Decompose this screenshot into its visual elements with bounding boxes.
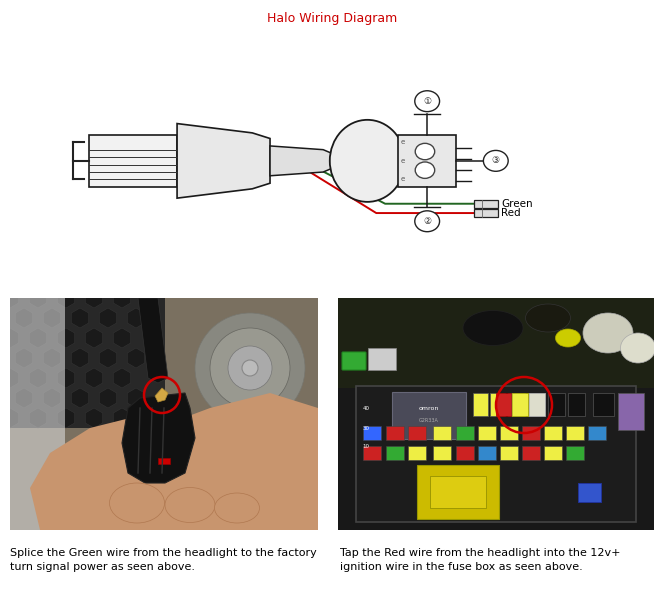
FancyBboxPatch shape (456, 426, 474, 440)
FancyBboxPatch shape (473, 200, 498, 208)
Ellipse shape (110, 483, 165, 523)
Text: Green: Green (501, 198, 533, 209)
Text: Halo Wiring Diagram: Halo Wiring Diagram (267, 12, 397, 25)
FancyBboxPatch shape (386, 426, 404, 440)
FancyBboxPatch shape (430, 476, 486, 508)
Text: e: e (400, 139, 405, 145)
Ellipse shape (556, 329, 580, 347)
Text: omron: omron (419, 405, 439, 410)
Polygon shape (138, 298, 168, 383)
Ellipse shape (330, 120, 405, 202)
FancyBboxPatch shape (529, 393, 544, 416)
FancyBboxPatch shape (544, 446, 562, 460)
Circle shape (415, 143, 435, 160)
FancyBboxPatch shape (592, 393, 614, 416)
Ellipse shape (165, 487, 215, 523)
FancyBboxPatch shape (477, 426, 496, 440)
Text: ①: ① (423, 97, 431, 106)
FancyBboxPatch shape (477, 446, 496, 460)
Circle shape (272, 403, 292, 423)
Text: 30: 30 (363, 426, 369, 430)
FancyBboxPatch shape (473, 209, 498, 217)
Circle shape (415, 211, 440, 232)
FancyBboxPatch shape (363, 446, 381, 460)
Polygon shape (177, 124, 270, 198)
FancyBboxPatch shape (618, 393, 643, 430)
FancyBboxPatch shape (10, 298, 165, 428)
FancyBboxPatch shape (356, 386, 636, 522)
Text: Tap the Red wire from the headlight into the 12v+
ignition wire in the fuse box : Tap the Red wire from the headlight into… (340, 548, 620, 572)
FancyBboxPatch shape (588, 426, 606, 440)
FancyBboxPatch shape (566, 426, 584, 440)
FancyBboxPatch shape (88, 135, 177, 187)
FancyBboxPatch shape (10, 298, 318, 530)
Polygon shape (122, 393, 195, 483)
FancyBboxPatch shape (342, 352, 366, 370)
Text: e: e (400, 158, 405, 164)
Ellipse shape (463, 311, 523, 345)
Ellipse shape (583, 313, 633, 353)
FancyBboxPatch shape (548, 393, 564, 416)
Ellipse shape (214, 493, 260, 523)
Circle shape (483, 151, 508, 171)
FancyBboxPatch shape (392, 392, 466, 439)
Text: G2R33A: G2R33A (419, 418, 439, 422)
FancyBboxPatch shape (568, 393, 584, 416)
Circle shape (277, 408, 287, 418)
FancyBboxPatch shape (408, 446, 426, 460)
Circle shape (210, 328, 290, 408)
FancyBboxPatch shape (507, 393, 525, 416)
Polygon shape (155, 388, 168, 402)
FancyBboxPatch shape (398, 135, 456, 187)
FancyBboxPatch shape (433, 446, 452, 460)
Polygon shape (270, 146, 332, 176)
FancyBboxPatch shape (386, 446, 404, 460)
Circle shape (415, 91, 440, 112)
FancyBboxPatch shape (578, 483, 600, 501)
FancyBboxPatch shape (368, 348, 396, 370)
FancyBboxPatch shape (10, 298, 65, 530)
FancyBboxPatch shape (433, 426, 452, 440)
Text: e: e (400, 177, 405, 183)
FancyBboxPatch shape (500, 426, 519, 440)
FancyBboxPatch shape (158, 458, 170, 464)
Text: 10: 10 (363, 444, 369, 449)
FancyBboxPatch shape (417, 465, 499, 519)
FancyBboxPatch shape (473, 393, 487, 416)
FancyBboxPatch shape (544, 426, 562, 440)
FancyBboxPatch shape (527, 393, 544, 416)
Ellipse shape (525, 304, 570, 332)
FancyBboxPatch shape (500, 446, 519, 460)
Circle shape (415, 162, 435, 178)
FancyBboxPatch shape (495, 393, 511, 416)
FancyBboxPatch shape (522, 446, 540, 460)
Text: 40: 40 (363, 405, 369, 410)
FancyBboxPatch shape (511, 393, 527, 416)
Text: ②: ② (423, 217, 431, 226)
Circle shape (228, 346, 272, 390)
FancyBboxPatch shape (408, 426, 426, 440)
FancyBboxPatch shape (456, 446, 474, 460)
Text: Splice the Green wire from the headlight to the factory
turn signal power as see: Splice the Green wire from the headlight… (10, 548, 317, 572)
Polygon shape (30, 393, 318, 530)
Text: ③: ③ (492, 157, 500, 165)
Circle shape (195, 313, 305, 423)
FancyBboxPatch shape (363, 426, 381, 440)
FancyBboxPatch shape (338, 298, 654, 530)
FancyBboxPatch shape (566, 446, 584, 460)
FancyBboxPatch shape (489, 393, 505, 416)
FancyBboxPatch shape (338, 298, 654, 388)
FancyBboxPatch shape (522, 426, 540, 440)
Text: Red: Red (501, 208, 521, 218)
Ellipse shape (620, 333, 655, 363)
Circle shape (242, 360, 258, 376)
